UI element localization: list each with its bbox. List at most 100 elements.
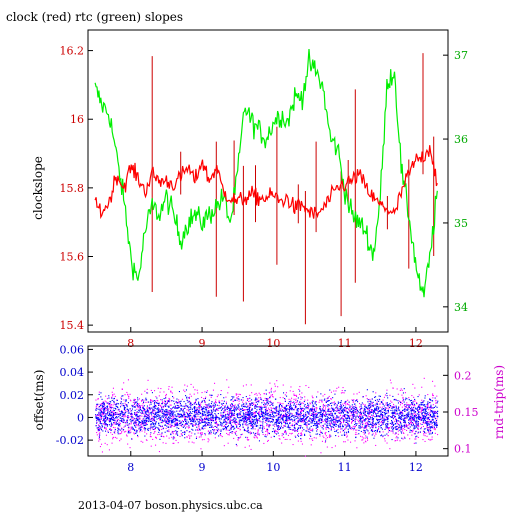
offset-point	[262, 400, 264, 402]
roundtrip-point	[235, 394, 237, 396]
roundtrip-point	[141, 422, 143, 424]
offset-point	[167, 416, 169, 418]
offset-point	[361, 407, 363, 409]
offset-point	[299, 421, 301, 423]
roundtrip-point	[96, 404, 98, 406]
offset-point	[307, 407, 309, 409]
offset-point	[352, 407, 354, 409]
offset-point	[154, 423, 156, 425]
offset-point	[159, 416, 161, 418]
roundtrip-point	[295, 398, 297, 400]
roundtrip-point	[111, 424, 113, 426]
offset-point	[164, 415, 166, 417]
roundtrip-point	[415, 438, 417, 440]
roundtrip-point	[365, 422, 367, 424]
offset-point	[189, 406, 191, 408]
offset-point	[411, 414, 413, 416]
offset-point	[433, 415, 435, 417]
offset-point	[286, 418, 288, 420]
offset-point	[375, 415, 377, 417]
offset-point	[128, 423, 130, 425]
offset-point	[158, 422, 160, 424]
offset-point	[383, 405, 385, 407]
roundtrip-point	[325, 400, 327, 402]
offset-point	[171, 424, 173, 426]
offset-point	[371, 414, 373, 416]
offset-point	[354, 408, 356, 410]
offset-point	[249, 405, 251, 407]
offset-point	[286, 416, 288, 418]
offset-point	[277, 422, 279, 424]
roundtrip-point	[316, 429, 318, 431]
offset-point	[400, 422, 402, 424]
roundtrip-point	[322, 403, 324, 405]
offset-point	[124, 400, 126, 402]
roundtrip-point	[169, 398, 171, 400]
offset-point	[430, 416, 432, 418]
offset-point	[181, 413, 183, 415]
offset-point	[184, 411, 186, 413]
offset-point	[245, 406, 247, 408]
roundtrip-point	[359, 415, 361, 417]
offset-point	[99, 408, 101, 410]
roundtrip-point	[364, 437, 366, 439]
roundtrip-point	[289, 439, 291, 441]
offset-point	[344, 401, 346, 403]
roundtrip-point	[170, 425, 172, 427]
offset-point	[169, 414, 171, 416]
offset-point	[182, 411, 184, 413]
offset-point	[101, 410, 103, 412]
roundtrip-point	[404, 428, 406, 430]
roundtrip-point	[140, 423, 142, 425]
offset-point	[408, 406, 410, 408]
roundtrip-point	[142, 418, 144, 420]
offset-point	[177, 413, 179, 415]
roundtrip-point	[119, 433, 121, 435]
roundtrip-point	[290, 403, 292, 405]
offset-point	[344, 409, 346, 411]
offset-point	[118, 403, 120, 405]
roundtrip-point	[404, 405, 406, 407]
roundtrip-point	[284, 421, 286, 423]
clock-slope-line	[94, 145, 438, 220]
offset-point	[95, 409, 97, 411]
offset-point	[144, 419, 146, 421]
roundtrip-point	[153, 432, 155, 434]
offset-point	[360, 416, 362, 418]
roundtrip-point	[129, 429, 131, 431]
offset-point	[160, 418, 162, 420]
offset-point	[237, 407, 239, 409]
offset-point	[364, 405, 366, 407]
roundtrip-point	[329, 408, 331, 410]
offset-point	[163, 413, 165, 415]
offset-point	[367, 405, 369, 407]
offset-point	[179, 423, 181, 425]
offset-point	[382, 403, 384, 405]
roundtrip-point	[249, 431, 251, 433]
offset-point	[134, 412, 136, 414]
offset-point	[309, 432, 311, 434]
offset-point	[150, 426, 152, 428]
offset-point	[127, 410, 129, 412]
roundtrip-point	[268, 432, 270, 434]
offset-point	[282, 415, 284, 417]
offset-point	[381, 434, 383, 436]
offset-point	[111, 407, 113, 409]
roundtrip-point	[387, 416, 389, 418]
roundtrip-point	[245, 430, 247, 432]
offset-point	[161, 432, 163, 434]
offset-point	[365, 406, 367, 408]
offset-point	[344, 406, 346, 408]
roundtrip-point	[405, 423, 407, 425]
roundtrip-point	[204, 403, 206, 405]
offset-point	[424, 404, 426, 406]
offset-point	[205, 406, 207, 408]
offset-point	[143, 401, 145, 403]
offset-point	[112, 419, 114, 421]
offset-point	[376, 407, 378, 409]
roundtrip-point	[135, 412, 137, 414]
roundtrip-point	[319, 399, 321, 401]
offset-point	[97, 429, 99, 431]
roundtrip-point	[300, 432, 302, 434]
